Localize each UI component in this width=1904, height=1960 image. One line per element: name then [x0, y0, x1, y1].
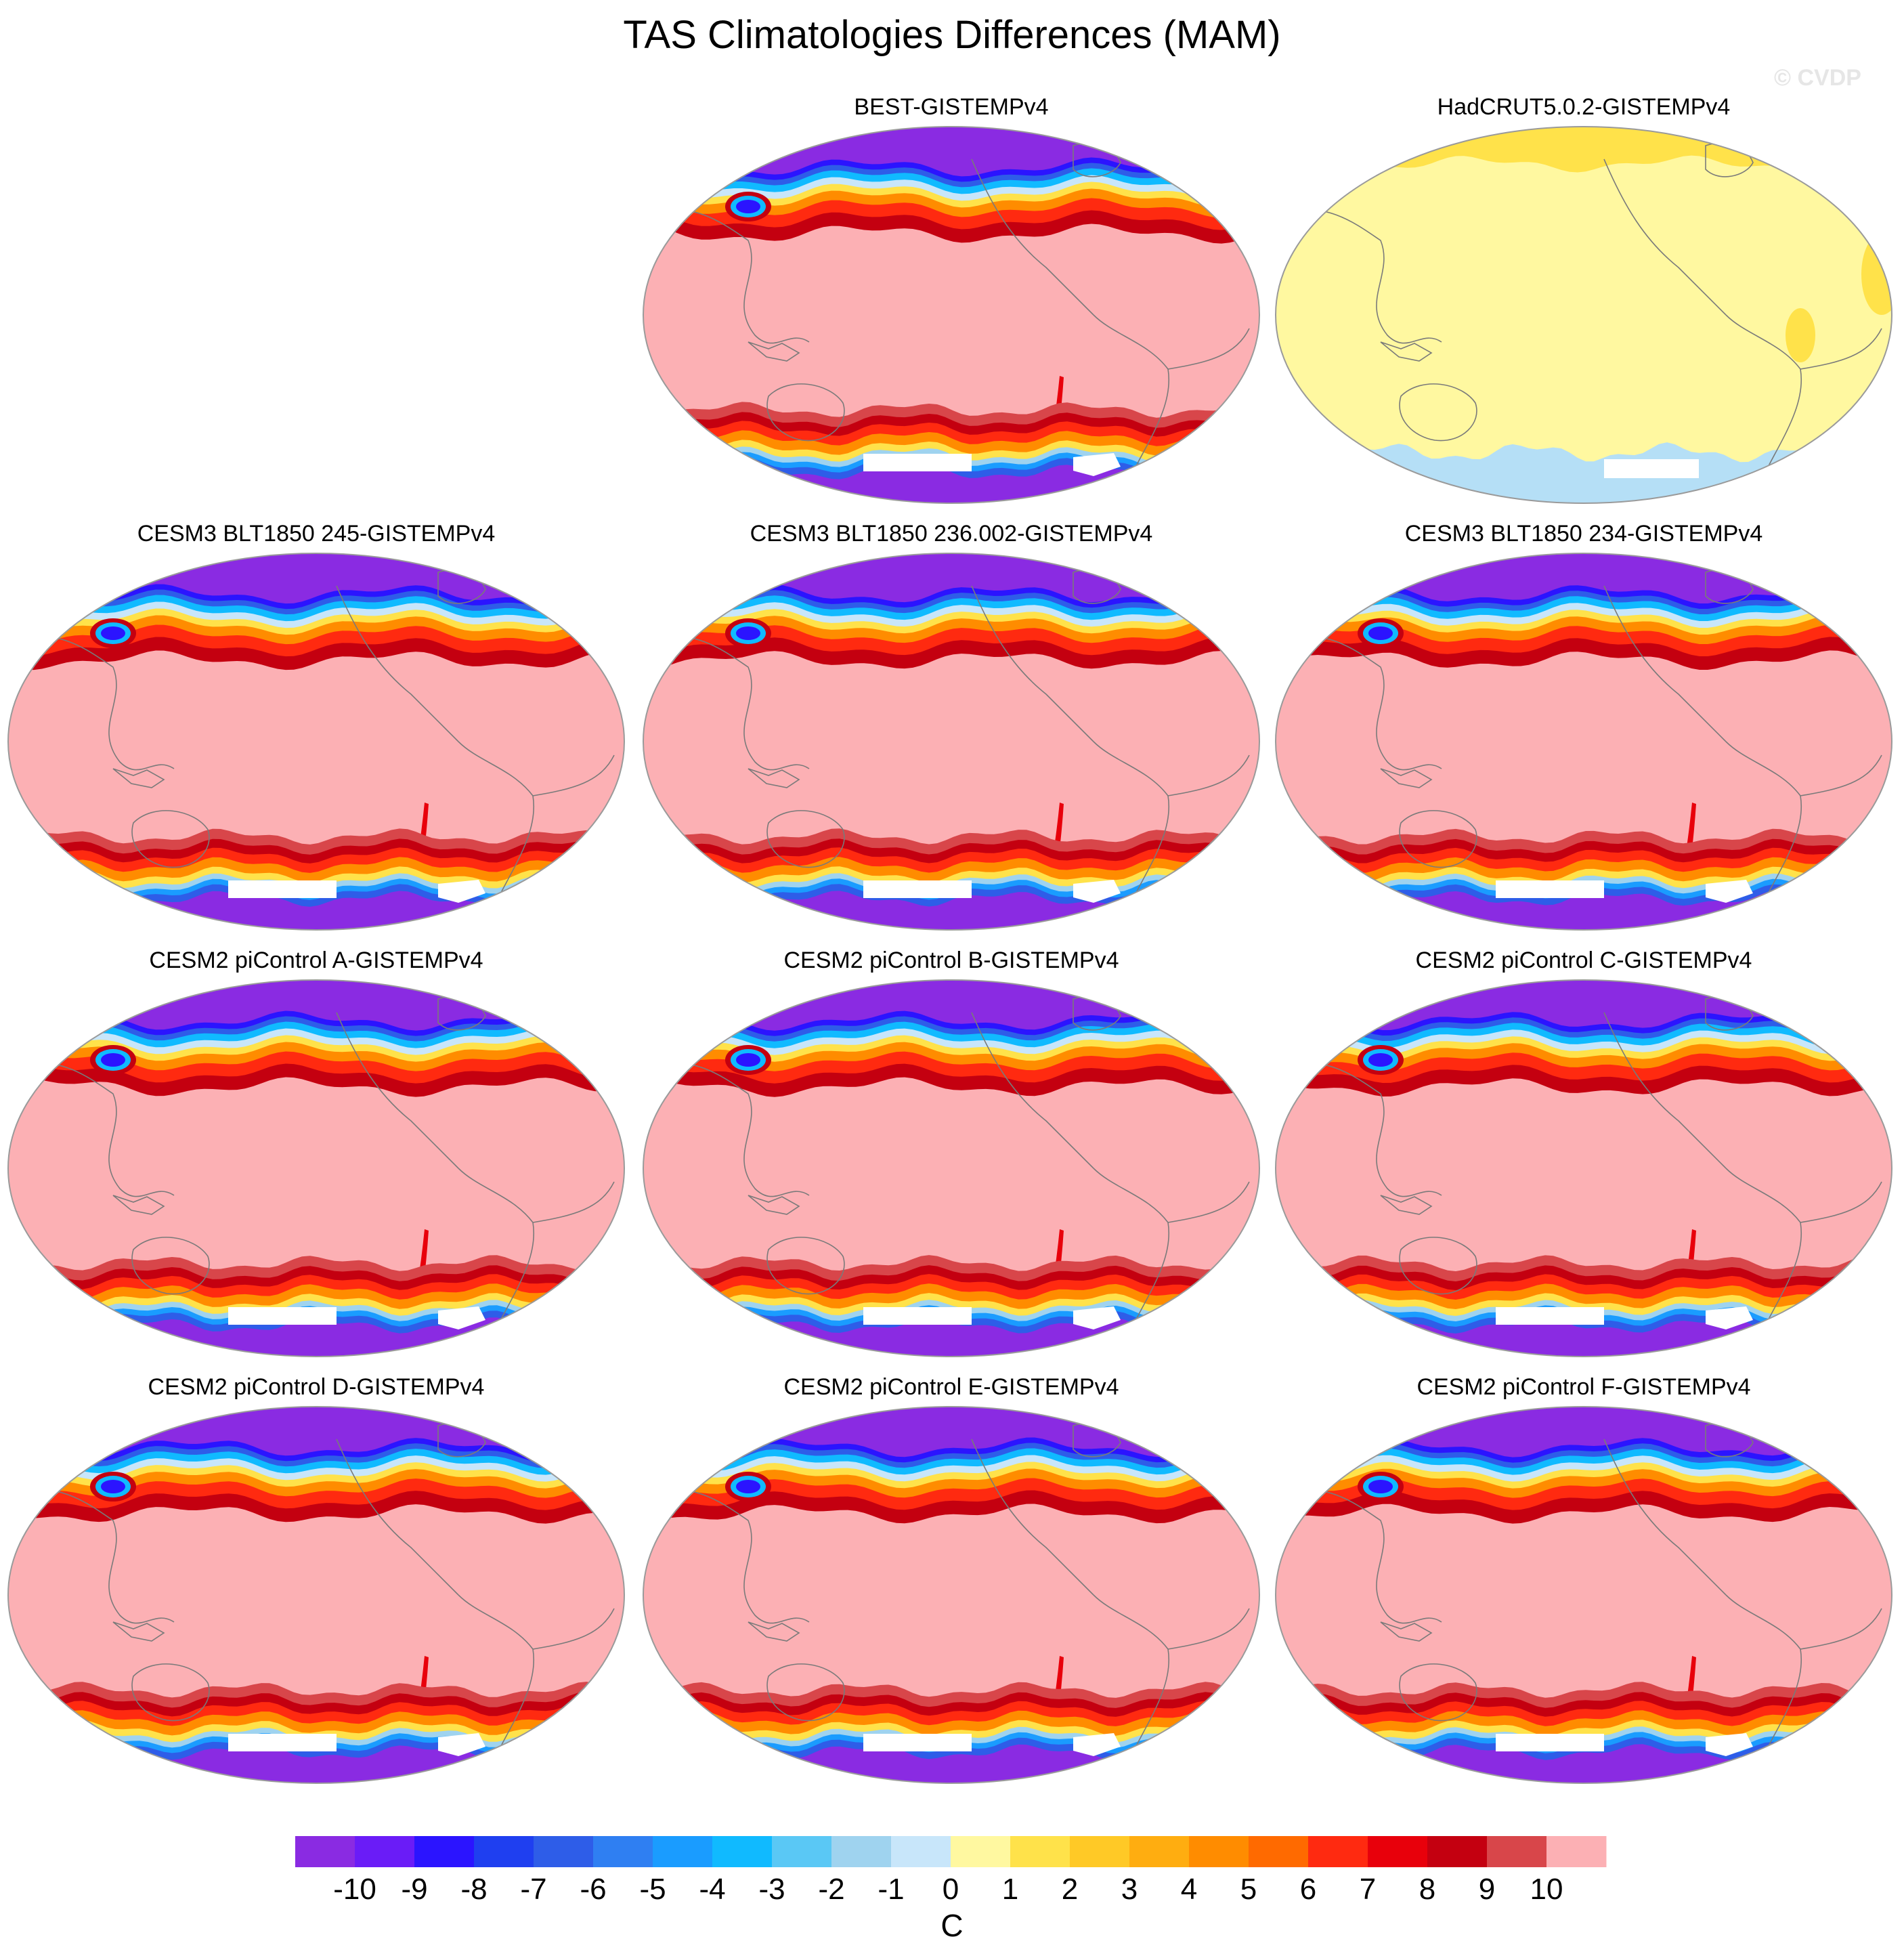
map-panel-11 — [1275, 1406, 1892, 1784]
panel-title: HadCRUT5.0.2-GISTEMPv4 — [1437, 94, 1731, 120]
colorbar-swatch — [772, 1836, 832, 1867]
colorbar-swatch — [593, 1836, 653, 1867]
colorbar-swatch — [712, 1836, 773, 1867]
colorbar-tick-label: -7 — [520, 1873, 547, 1906]
colorbar-swatch — [1249, 1836, 1309, 1867]
colorbar-swatch — [1546, 1836, 1607, 1867]
page-title: TAS Climatologies Differences (MAM) — [623, 13, 1281, 57]
colorbar-tick-label: 7 — [1359, 1873, 1377, 1906]
colorbar-swatch — [831, 1836, 892, 1867]
panel-title: CESM2 piControl D-GISTEMPv4 — [148, 1374, 485, 1400]
colorbar-tick-label: -9 — [401, 1873, 428, 1906]
colorbar-swatch — [1129, 1836, 1190, 1867]
panel-title: CESM2 piControl E-GISTEMPv4 — [783, 1374, 1119, 1400]
colorbar-tick-label: 2 — [1061, 1873, 1079, 1906]
colorbar-tick-label: -1 — [878, 1873, 905, 1906]
colorbar-swatch — [1368, 1836, 1428, 1867]
panel-title: BEST-GISTEMPv4 — [854, 94, 1049, 120]
colorbar-tick-label: 4 — [1180, 1873, 1198, 1906]
panel-title: CESM2 piControl C-GISTEMPv4 — [1415, 947, 1752, 973]
colorbar-tick-label: -8 — [460, 1873, 488, 1906]
panel-title: CESM2 piControl F-GISTEMPv4 — [1416, 1374, 1751, 1400]
panel-title: CESM3 BLT1850 234-GISTEMPv4 — [1404, 521, 1763, 547]
panel-title: CESM2 piControl A-GISTEMPv4 — [149, 947, 483, 973]
colorbar-swatch — [534, 1836, 594, 1867]
colorbar-tick-label: -10 — [333, 1873, 376, 1906]
colorbar-swatch — [1427, 1836, 1488, 1867]
colorbar-tick-label: -3 — [758, 1873, 785, 1906]
colorbar-tick-label: 0 — [942, 1873, 959, 1906]
colorbar-tick-label: 3 — [1121, 1873, 1138, 1906]
colorbar-tick-label: 5 — [1240, 1873, 1257, 1906]
map-panel-10 — [643, 1406, 1260, 1784]
colorbar-swatch — [1010, 1836, 1070, 1867]
colorbar-tick-label: 10 — [1530, 1873, 1563, 1906]
colorbar-swatch — [474, 1836, 534, 1867]
colorbar-swatch — [1189, 1836, 1249, 1867]
colorbar-swatch — [355, 1836, 415, 1867]
colorbar-tick-label: 1 — [1001, 1873, 1019, 1906]
colorbar-tick-label: 9 — [1478, 1873, 1496, 1906]
colorbar-tick-label: -4 — [699, 1873, 726, 1906]
cvdp-watermark: © CVDP — [1774, 65, 1861, 91]
colorbar-units: C — [940, 1908, 964, 1943]
colorbar-swatch — [653, 1836, 713, 1867]
colorbar-swatch — [1487, 1836, 1547, 1867]
colorbar-tick-label: -2 — [818, 1873, 845, 1906]
colorbar-swatch — [1070, 1836, 1130, 1867]
colorbar-tick-label: 8 — [1419, 1873, 1436, 1906]
colorbar-tick-label: -6 — [580, 1873, 607, 1906]
colorbar-swatch — [951, 1836, 1011, 1867]
colorbar-swatch — [1308, 1836, 1368, 1867]
panel-title: CESM3 BLT1850 236.002-GISTEMPv4 — [750, 521, 1153, 547]
colorbar-swatch — [891, 1836, 951, 1867]
colorbar-tick-label: -5 — [639, 1873, 666, 1906]
colorbar-tick-label: 6 — [1299, 1873, 1317, 1906]
panel-title: CESM2 piControl B-GISTEMPv4 — [783, 947, 1119, 973]
panel-title: CESM3 BLT1850 245-GISTEMPv4 — [137, 521, 496, 547]
colorbar-swatch — [295, 1836, 355, 1867]
colorbar-swatch — [414, 1836, 475, 1867]
